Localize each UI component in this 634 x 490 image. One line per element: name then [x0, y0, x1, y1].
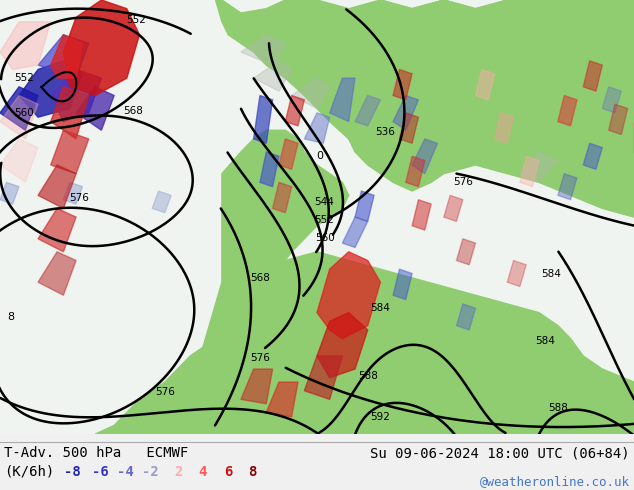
Text: 8: 8: [248, 465, 256, 479]
Text: 6: 6: [224, 465, 232, 479]
Polygon shape: [139, 196, 241, 326]
Text: 2: 2: [174, 465, 182, 479]
Polygon shape: [558, 173, 577, 200]
Polygon shape: [51, 87, 89, 139]
Polygon shape: [63, 0, 139, 96]
Polygon shape: [456, 304, 476, 330]
Polygon shape: [583, 143, 602, 170]
Polygon shape: [51, 130, 89, 173]
Text: 560: 560: [14, 108, 34, 118]
Polygon shape: [0, 0, 158, 434]
Text: 552: 552: [14, 73, 34, 83]
Text: 536: 536: [375, 127, 396, 137]
Polygon shape: [254, 96, 273, 143]
Polygon shape: [63, 182, 82, 204]
Polygon shape: [76, 87, 114, 130]
Text: @weatheronline.co.uk: @weatheronline.co.uk: [480, 475, 630, 489]
Polygon shape: [520, 156, 539, 187]
Text: 584: 584: [541, 269, 562, 278]
Polygon shape: [456, 239, 476, 265]
Polygon shape: [330, 78, 355, 122]
Text: 576: 576: [69, 193, 89, 202]
Text: 0: 0: [316, 151, 324, 161]
Polygon shape: [266, 382, 298, 417]
Text: 592: 592: [370, 412, 391, 422]
Polygon shape: [406, 156, 425, 187]
Polygon shape: [444, 196, 463, 221]
Text: 584: 584: [535, 336, 555, 346]
Polygon shape: [355, 96, 380, 126]
Polygon shape: [254, 61, 292, 91]
Polygon shape: [0, 96, 38, 139]
Text: (K/6h): (K/6h): [4, 465, 55, 479]
Polygon shape: [609, 104, 628, 135]
Polygon shape: [51, 35, 82, 78]
Polygon shape: [292, 78, 330, 109]
Text: 544: 544: [314, 197, 335, 207]
Text: 552: 552: [126, 15, 146, 24]
Polygon shape: [317, 252, 380, 339]
Polygon shape: [51, 70, 101, 122]
Polygon shape: [241, 35, 285, 65]
Text: -8: -8: [63, 465, 81, 479]
Text: 576: 576: [453, 177, 473, 187]
Polygon shape: [476, 70, 495, 100]
Text: 568: 568: [250, 273, 270, 283]
Polygon shape: [412, 139, 437, 173]
Polygon shape: [216, 0, 634, 196]
Polygon shape: [558, 96, 577, 126]
Polygon shape: [285, 96, 304, 126]
Polygon shape: [399, 113, 418, 143]
Polygon shape: [393, 96, 418, 130]
Polygon shape: [495, 113, 514, 143]
Polygon shape: [304, 356, 342, 399]
Polygon shape: [342, 217, 368, 247]
Polygon shape: [38, 165, 76, 208]
Text: T-Adv. 500 hPa   ECMWF: T-Adv. 500 hPa ECMWF: [4, 446, 188, 460]
Polygon shape: [507, 261, 526, 287]
Text: -4: -4: [117, 465, 133, 479]
Text: 576: 576: [155, 387, 175, 396]
Text: -2: -2: [141, 465, 158, 479]
Polygon shape: [38, 35, 89, 78]
Polygon shape: [393, 70, 412, 100]
Text: 560: 560: [314, 233, 335, 243]
Text: 552: 552: [314, 215, 335, 225]
Polygon shape: [241, 369, 273, 404]
Polygon shape: [342, 0, 634, 217]
Text: 8: 8: [8, 312, 15, 322]
Polygon shape: [273, 182, 292, 213]
Text: 588: 588: [548, 403, 568, 413]
Polygon shape: [38, 208, 76, 252]
Polygon shape: [0, 22, 51, 70]
Polygon shape: [260, 152, 279, 187]
Polygon shape: [0, 182, 19, 204]
Polygon shape: [317, 313, 368, 378]
Text: 576: 576: [250, 353, 270, 363]
Polygon shape: [0, 87, 38, 130]
Polygon shape: [583, 61, 602, 91]
Polygon shape: [393, 269, 412, 299]
Polygon shape: [190, 252, 634, 434]
Text: 584: 584: [370, 303, 391, 313]
Text: 588: 588: [358, 370, 378, 381]
Polygon shape: [412, 200, 431, 230]
Polygon shape: [95, 130, 349, 434]
Polygon shape: [304, 113, 330, 143]
Text: 568: 568: [123, 106, 143, 116]
Polygon shape: [38, 252, 76, 295]
Polygon shape: [152, 191, 171, 213]
Polygon shape: [602, 87, 621, 113]
Polygon shape: [520, 152, 558, 182]
Polygon shape: [355, 191, 374, 221]
Polygon shape: [0, 139, 38, 182]
Text: 4: 4: [198, 465, 206, 479]
Text: Su 09-06-2024 18:00 UTC (06+84): Su 09-06-2024 18:00 UTC (06+84): [370, 446, 630, 460]
Polygon shape: [19, 61, 82, 117]
Polygon shape: [279, 139, 298, 170]
Text: -6: -6: [92, 465, 108, 479]
